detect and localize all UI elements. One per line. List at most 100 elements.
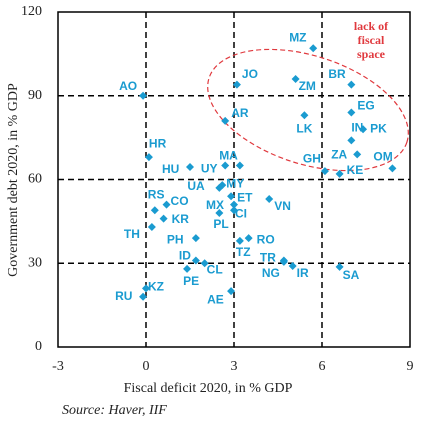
point-label: SA <box>343 268 360 282</box>
point <box>200 259 209 268</box>
point <box>288 262 297 271</box>
point <box>221 116 230 125</box>
y-tick-label: 0 <box>35 339 42 354</box>
point <box>147 222 156 231</box>
point-label: ET <box>237 190 253 204</box>
y-tick-label: 90 <box>28 88 42 103</box>
plot-frame <box>57 11 411 348</box>
point <box>235 236 244 245</box>
point-label: MZ <box>289 30 306 44</box>
point <box>139 91 148 100</box>
point-label: UA <box>187 179 205 193</box>
point <box>335 169 344 178</box>
point <box>235 161 244 170</box>
point <box>139 292 148 301</box>
point-label: KE <box>347 163 364 177</box>
annotation: lack of <box>354 19 389 33</box>
point-label: PH <box>167 232 184 246</box>
point <box>300 111 309 120</box>
point-label: KR <box>172 212 190 226</box>
annotation: space <box>357 47 386 61</box>
point <box>191 256 200 265</box>
x-tick-label: 0 <box>143 359 150 374</box>
y-tick-label: 60 <box>28 172 42 187</box>
point <box>227 287 236 296</box>
point-label: ZA <box>331 148 347 162</box>
x-tick-label: 9 <box>407 359 414 374</box>
point <box>142 284 150 293</box>
point-label: AO <box>119 79 137 93</box>
point <box>347 108 356 117</box>
point-label: RO <box>257 232 275 246</box>
point <box>159 214 168 223</box>
point-label: ZM <box>299 79 316 93</box>
point <box>227 192 236 201</box>
point-label: HU <box>162 162 179 176</box>
point <box>232 80 241 89</box>
annotation-ellipse <box>207 48 409 172</box>
point <box>215 209 224 217</box>
point-label: MX <box>206 198 224 212</box>
point-label: RS <box>148 187 165 201</box>
point <box>359 125 368 134</box>
point-label: ID <box>179 249 191 263</box>
point <box>183 264 192 273</box>
point <box>221 161 230 170</box>
point-label: IR <box>297 266 309 280</box>
point <box>230 206 238 215</box>
point-label: CL <box>207 262 223 276</box>
point-label: EG <box>357 99 374 113</box>
point <box>347 80 356 89</box>
point-label: CI <box>235 206 247 220</box>
point <box>265 195 274 204</box>
source: Source: Haver, IIF <box>62 403 167 418</box>
y-tick-label: 120 <box>21 4 42 19</box>
point <box>353 150 362 159</box>
point <box>162 200 171 209</box>
point-label: NG <box>262 266 280 280</box>
point <box>388 164 397 173</box>
point-label: TR <box>260 251 276 265</box>
point-label: MY <box>226 176 244 190</box>
y-tick-label: 30 <box>28 255 42 270</box>
annotation: fiscal <box>358 33 385 47</box>
point-label: AE <box>207 292 224 306</box>
point-label: JO <box>242 67 258 81</box>
point <box>244 234 253 243</box>
point-label: LK <box>296 121 312 135</box>
point-label: UY <box>201 162 218 176</box>
y-axis-title: Government debt 2020, in % GDP <box>6 83 21 277</box>
point-label: TH <box>124 227 140 241</box>
point <box>150 206 159 215</box>
point-label: BR <box>328 67 346 81</box>
x-axis-title: Fiscal deficit 2020, in % GDP <box>124 381 293 396</box>
point-label: OM <box>373 150 392 164</box>
point <box>230 200 238 209</box>
point <box>144 153 153 162</box>
point <box>186 162 194 171</box>
point-label: HR <box>149 136 167 150</box>
point-label: VN <box>274 199 291 213</box>
point <box>218 181 227 190</box>
point <box>347 136 356 145</box>
point-label: CO <box>171 194 189 208</box>
x-tick-label: 3 <box>231 359 238 374</box>
point-label: MA <box>219 149 238 163</box>
point <box>320 167 329 176</box>
point-label: AR <box>231 106 249 120</box>
point <box>279 257 288 266</box>
point-label: PE <box>183 274 199 288</box>
point-label: RU <box>115 289 132 303</box>
point-label: GH <box>303 151 321 165</box>
point-label: TZ <box>236 245 251 259</box>
point <box>191 234 200 243</box>
x-tick-label: -3 <box>52 359 64 374</box>
point-label: PL <box>213 217 228 231</box>
point-label: PK <box>370 121 387 135</box>
point <box>291 75 300 83</box>
x-tick-label: 6 <box>319 359 326 374</box>
point <box>309 44 318 53</box>
point-label: KZ <box>148 280 164 294</box>
point-label: IN <box>351 121 363 135</box>
